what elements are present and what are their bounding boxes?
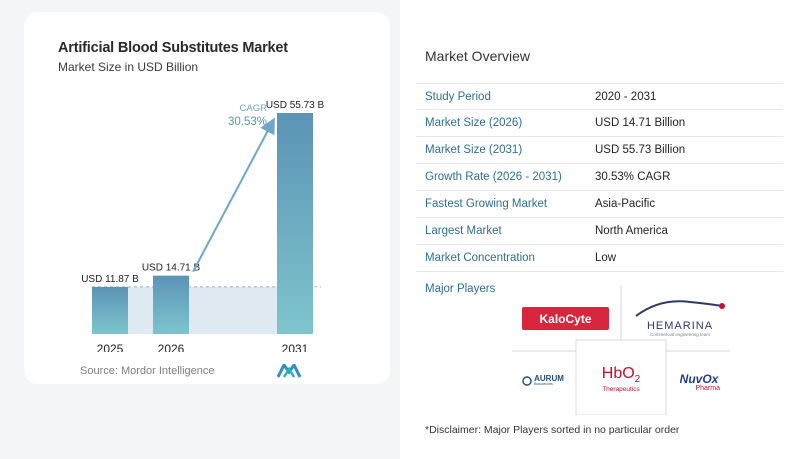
hbo2-tagline: Therapeutics xyxy=(602,385,640,393)
overview-table: Study Period 2020 - 2031 Market Size (20… xyxy=(416,83,783,272)
aurum-emblem-icon xyxy=(522,376,532,386)
overview-value: Low xyxy=(595,252,617,264)
hemarina-logo-text: HEMARINA xyxy=(646,319,714,332)
projection-area xyxy=(128,286,277,334)
overview-key: Market Size (2031) xyxy=(425,144,523,156)
x-tick-label: 2031 xyxy=(282,342,309,352)
overview-key: Growth Rate (2026 - 2031) xyxy=(425,171,562,183)
overview-row: Growth Rate (2026 - 2031) 30.53% CAGR xyxy=(416,164,783,191)
bar xyxy=(92,286,128,334)
bar xyxy=(277,113,313,334)
cagr-arrow xyxy=(192,117,275,273)
hemarina-logo: HEMARINA Commercial engineering team xyxy=(630,296,730,342)
players-logo-grid xyxy=(512,285,730,415)
overview-value: USD 14.71 Billion xyxy=(595,117,686,129)
overview-row: Fastest Growing Market Asia-Pacific xyxy=(416,191,783,218)
bar-value-label: USD 11.87 B xyxy=(81,274,139,285)
mordor-logo-icon xyxy=(277,364,302,378)
hbo2-logo: HbO2 Therapeutics xyxy=(577,350,665,408)
hbo2-logo-subscript: 2 xyxy=(634,374,641,386)
disclaimer: *Disclaimer: Major Players sorted in no … xyxy=(425,424,680,436)
overview-value: Asia-Pacific xyxy=(595,198,656,210)
aurum-logo-text: AURUM xyxy=(534,374,564,384)
overview-value: USD 55.73 Billion xyxy=(595,144,686,156)
overview-key: Market Concentration xyxy=(425,252,535,264)
overview-row: Market Size (2031) USD 55.73 Billion xyxy=(416,137,783,164)
hbo2-logo-mark: HbO2 xyxy=(602,365,640,385)
overview-value: North America xyxy=(595,225,668,237)
overview-row: Study Period 2020 - 2031 xyxy=(416,83,783,110)
bar-chart: USD 11.87 B 2025 USD 14.71 B 2026 USD 55.73 … xyxy=(81,100,325,352)
x-tick-label: 2025 xyxy=(97,342,124,352)
nuvox-logo: NuvOx Pharma xyxy=(672,368,726,396)
overview-row: Market Size (2026) USD 14.71 Billion xyxy=(416,110,783,137)
overview-value: 2020 - 2031 xyxy=(595,90,657,103)
kalocyte-logo: KaloCyte xyxy=(522,307,609,330)
overview-title: Market Overview xyxy=(425,48,531,64)
bar-value-label: USD 55.73 B xyxy=(266,100,325,111)
overview-key: Study Period xyxy=(425,90,491,103)
overview-key: Fastest Growing Market xyxy=(425,198,548,210)
bar xyxy=(153,275,189,334)
aurum-logo-text-group: AURUM Biosciences xyxy=(534,375,564,387)
overview-key: Largest Market xyxy=(425,225,502,237)
overview-row: Largest Market North America xyxy=(416,218,783,245)
overview-key: Market Size (2026) xyxy=(425,117,523,129)
nuvox-tagline: Pharma xyxy=(695,384,720,392)
hbo2-logo-text: HbO xyxy=(601,365,635,383)
kalocyte-logo-text: KaloCyte xyxy=(539,311,592,326)
aurum-tagline: Biosciences xyxy=(534,382,553,387)
overview-value: 30.53% CAGR xyxy=(595,171,671,183)
chart-subtitle: Market Size in USD Billion xyxy=(58,60,199,74)
cagr-value: 30.53% xyxy=(228,116,267,128)
x-tick-label: 2026 xyxy=(158,342,185,352)
bar-value-label: USD 14.71 B xyxy=(142,263,201,274)
players-title: Major Players xyxy=(425,283,496,295)
overview-row: Market Concentration Low xyxy=(416,245,783,272)
source-note: Source: Mordor Intelligence xyxy=(80,365,215,377)
chart-title: Artificial Blood Substitutes Market xyxy=(58,40,288,56)
aurum-logo: AURUM Biosciences xyxy=(517,371,569,391)
cagr-label: CAGR xyxy=(240,103,268,114)
hemarina-wave-icon xyxy=(635,300,725,317)
nuvox-logo-text: NuvOx xyxy=(679,371,719,386)
hemarina-tagline: Commercial engineering team xyxy=(649,331,711,337)
